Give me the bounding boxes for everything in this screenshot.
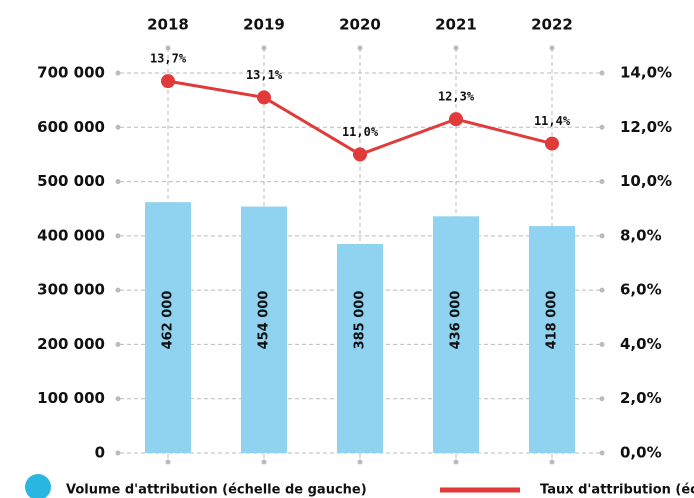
line-value-label: 13,1% [246,68,283,82]
y-tick-label: 0 [95,444,105,462]
tick-dot [165,459,171,465]
line-value-label: 11,4% [534,114,571,128]
tick-dot [115,287,121,293]
bar-value-label: 462 000 [161,291,176,350]
tick-dot [453,459,459,465]
line-value-label: 12,3% [438,90,475,104]
legend-label: Volume d'attribution (échelle de gauche) [66,483,367,498]
tick-dot [549,459,555,465]
tick-dot [115,179,121,185]
x-tick-label: 2019 [243,16,285,34]
y-tick-label: 100 000 [37,389,105,407]
y2-tick-label: 4,0% [620,335,662,353]
tick-dot [549,45,555,51]
y2-tick-label: 14,0% [620,64,672,82]
line-point [161,74,175,89]
y-tick-label: 600 000 [37,118,105,136]
y2-tick-label: 12,0% [620,118,672,136]
line-point [353,147,367,162]
tick-dot [599,124,605,130]
x-tick-label: 2018 [147,16,189,34]
tick-dot [115,396,121,402]
legend-label: Taux d'attribution (échelle de droite) [540,483,694,498]
bar-value-label: 436 000 [449,291,464,350]
bar [337,244,383,453]
tick-dot [357,459,363,465]
tick-dot [599,341,605,347]
line-point [545,136,559,151]
y2-tick-label: 0,0% [620,444,662,462]
bar [145,202,191,453]
tick-dot [599,396,605,402]
tick-dot [261,459,267,465]
line-point [449,112,463,127]
y-tick-label: 700 000 [37,64,105,82]
tick-dot [115,450,121,456]
y2-tick-label: 8,0% [620,226,662,244]
tick-dot [115,70,121,76]
bar [529,226,575,453]
line-value-label: 13,7% [150,52,187,66]
y2-tick-label: 6,0% [620,281,662,299]
line-point [257,90,271,105]
bar-value-label: 454 000 [257,291,272,350]
tick-dot [165,45,171,51]
legend-swatch [25,474,51,498]
tick-dot [115,233,121,239]
bar [241,206,287,453]
x-tick-label: 2022 [531,16,573,34]
tick-dot [599,287,605,293]
tick-dot [599,179,605,185]
tick-dot [115,124,121,130]
y-tick-label: 200 000 [37,335,105,353]
x-tick-label: 2021 [435,16,477,34]
tick-dot [357,45,363,51]
tick-dot [453,45,459,51]
bar-value-label: 418 000 [545,291,560,350]
line-value-label: 11,0% [342,125,379,139]
y2-tick-label: 2,0% [620,389,662,407]
bar [433,216,479,453]
y-tick-label: 500 000 [37,172,105,190]
x-tick-label: 2020 [339,16,381,34]
tick-dot [261,45,267,51]
tick-dot [599,233,605,239]
y-tick-label: 300 000 [37,281,105,299]
y-tick-label: 400 000 [37,226,105,244]
y2-tick-label: 10,0% [620,172,672,190]
tick-dot [115,341,121,347]
tick-dot [599,450,605,456]
tick-dot [599,70,605,76]
bar-value-label: 385 000 [353,291,368,350]
